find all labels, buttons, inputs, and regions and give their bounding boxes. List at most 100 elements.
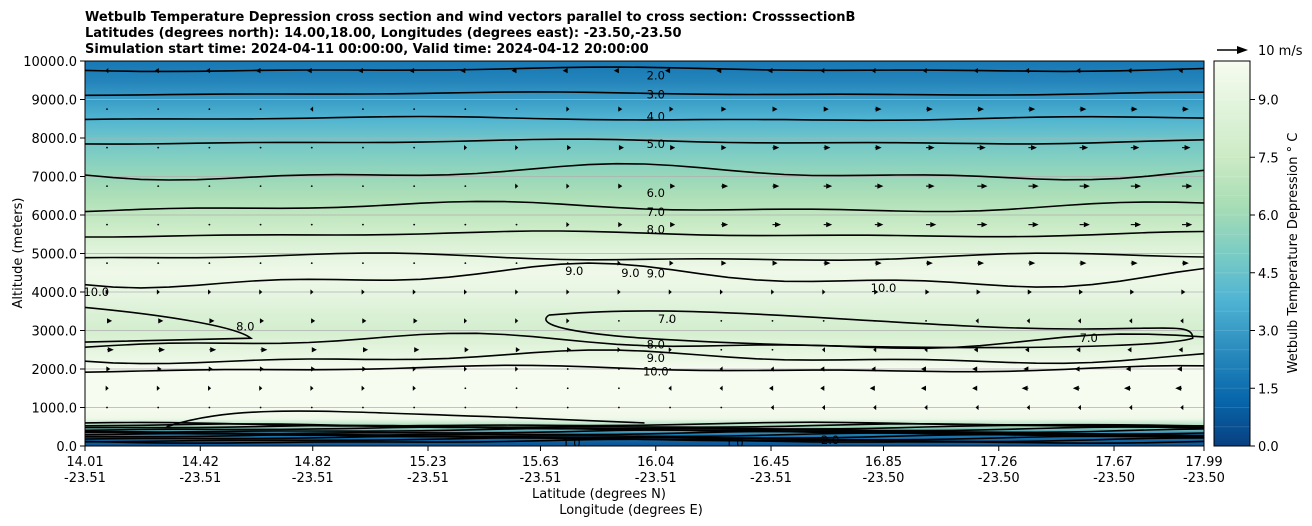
wind-vector-head: [157, 366, 162, 372]
contour-label: 10.0: [83, 285, 109, 299]
wind-vector-head: [205, 68, 211, 74]
wind-vector-calm: [669, 368, 671, 370]
wind-vector-head: [210, 347, 217, 353]
wind-vector-calm: [464, 406, 467, 409]
contour-line-surface: [85, 435, 1204, 441]
wind-vector-calm: [208, 262, 211, 265]
wind-vector-head: [928, 183, 935, 189]
x-tick-label-longitude: -23.50: [863, 471, 905, 486]
x-tick-label-longitude: -23.51: [179, 471, 221, 486]
x-tick-label-latitude: 17.26: [980, 455, 1017, 470]
y-tick-label: 9000.0: [32, 94, 78, 109]
wind-vector-head: [412, 366, 416, 372]
wind-vector-head: [920, 366, 927, 372]
contour-label: 9.0: [621, 266, 639, 280]
wind-vector-head: [669, 106, 674, 112]
wind-vector-head: [719, 385, 723, 391]
wind-vector-head: [311, 366, 316, 372]
wind-vector-calm: [464, 185, 467, 188]
wind-vector-head: [209, 318, 215, 324]
wind-vector-calm: [157, 146, 160, 149]
x-tick-label-longitude: -23.50: [1183, 471, 1225, 486]
x-tick-label-latitude: 17.67: [1095, 455, 1132, 470]
wind-vector-head: [928, 145, 935, 151]
wind-vector-head: [820, 68, 825, 74]
wind-vector-head: [1026, 318, 1030, 324]
wind-vector-head: [156, 385, 160, 391]
wind-vector-head: [981, 183, 988, 189]
contour-label: 1.0: [725, 436, 743, 450]
colorbar-tick-label: 6.0: [1258, 209, 1279, 224]
wind-vector-calm: [413, 223, 416, 226]
wind-vector-head: [773, 183, 780, 189]
wind-vector-head: [1127, 68, 1132, 74]
wind-vector-head: [515, 366, 519, 372]
wind-vector-head: [1123, 385, 1130, 391]
wind-vector-head: [464, 318, 468, 324]
wind-vector-head: [773, 145, 780, 151]
wind-vector-head: [1127, 347, 1132, 353]
wind-vector-calm: [259, 406, 262, 409]
contour-label: 8.0: [236, 320, 254, 334]
contour-line: [85, 115, 1204, 122]
wind-vector-calm: [566, 406, 569, 409]
wind-vector-calm: [362, 108, 364, 111]
wind-vector-head: [306, 68, 312, 74]
contour-label: 10.0: [643, 364, 669, 378]
x-tick-label-latitude: 16.85: [865, 455, 902, 470]
wind-vector-head: [926, 106, 933, 112]
wind-vector-head: [722, 183, 729, 189]
wind-vector-head: [1076, 347, 1081, 353]
wind-vector-calm: [259, 146, 262, 149]
wind-vector-head: [208, 366, 213, 372]
wind-vector-head: [930, 222, 937, 228]
x-tick-label-longitude: -23.51: [292, 471, 334, 486]
contour-line-left: [85, 306, 254, 343]
x-tick-label-longitude: -23.51: [635, 471, 677, 486]
wind-vector-calm: [106, 223, 108, 226]
wind-vector-head: [716, 68, 722, 74]
wind-vector-head: [871, 68, 876, 74]
wind-vector-calm: [259, 223, 262, 226]
wind-vector-head: [1129, 404, 1133, 411]
wind-vector-calm: [413, 108, 416, 111]
contour-line: [85, 91, 1204, 97]
contour-label: 2.0: [821, 433, 839, 447]
colorbar-tick-label: 7.5: [1258, 151, 1279, 166]
wind-vector-head: [158, 318, 164, 324]
wind-vector-head: [821, 347, 825, 353]
wind-vector-head: [362, 366, 367, 372]
wind-vector-head: [412, 289, 416, 295]
wind-vector-head: [877, 222, 884, 228]
x-tick-label-latitude: 14.82: [294, 455, 331, 470]
colorbar-tick-label: 0.0: [1258, 440, 1279, 455]
contour-line-surface: [85, 430, 1204, 437]
wind-vector-head: [567, 145, 572, 151]
wind-vector-head: [515, 183, 519, 189]
wind-vector-head: [719, 289, 723, 295]
y-tick-label: 0.0: [56, 440, 77, 455]
contour-line: [85, 252, 1204, 262]
wind-vector-head: [618, 106, 623, 112]
wind-vector-head: [875, 145, 882, 151]
wind-vector-calm: [771, 348, 774, 351]
wind-vector-head: [1029, 106, 1036, 112]
wind-vector-head: [1025, 347, 1030, 353]
contour-label: 7.0: [658, 312, 676, 326]
wind-vector-head: [926, 260, 933, 266]
colorbar-bands: [1214, 79, 1250, 428]
wind-vector-head: [1082, 145, 1089, 151]
contour-line: [85, 364, 1204, 373]
colorbar-ramp: [1214, 61, 1250, 446]
wind-vector-head: [975, 318, 979, 324]
wind-vector-calm: [259, 262, 262, 265]
wind-vector-head: [1180, 404, 1184, 411]
wind-vector-calm: [618, 406, 620, 409]
x-axis: 14.01-23.5114.42-23.5114.82-23.5115.23-2…: [64, 446, 1225, 486]
y-tick-label: 3000.0: [32, 325, 78, 340]
wind-vector-head: [154, 68, 159, 74]
wind-vector-head: [566, 183, 570, 189]
wind-vector-calm: [208, 146, 211, 149]
wind-vector-head: [311, 347, 317, 353]
wind-reference-key: 10 m/s: [1217, 44, 1303, 59]
